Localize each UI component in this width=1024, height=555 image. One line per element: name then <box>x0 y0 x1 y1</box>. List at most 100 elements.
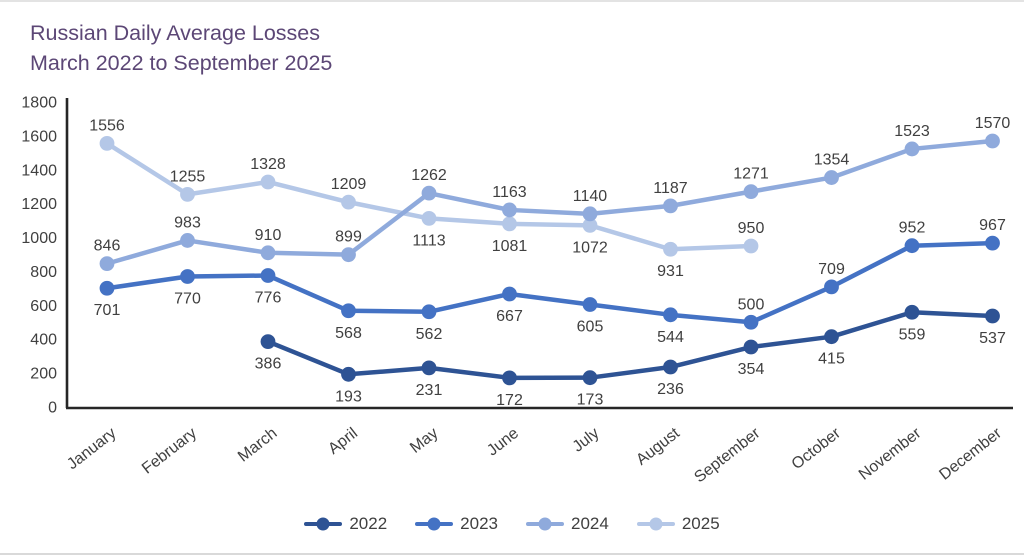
data-label-2023: 568 <box>335 325 362 342</box>
data-label-2024: 899 <box>335 229 362 246</box>
series-line-2023 <box>104 240 995 325</box>
legend-item-2024: 2024 <box>526 514 609 534</box>
y-tick-label: 600 <box>30 298 57 315</box>
series-point-2023 <box>824 279 839 295</box>
data-label-2025: 1081 <box>492 238 528 255</box>
x-tick-label-october: October <box>789 424 845 473</box>
data-label-2022: 386 <box>255 356 282 373</box>
data-label-2023: 709 <box>818 261 845 278</box>
series-point-2023 <box>582 297 598 312</box>
y-tick-label: 1200 <box>21 196 57 213</box>
legend-marker-2025-icon <box>636 517 675 531</box>
data-label-2025: 1209 <box>331 176 367 193</box>
series-point-2023 <box>341 303 356 319</box>
data-label-2022: 559 <box>899 326 926 343</box>
data-label-2023: 605 <box>577 318 604 335</box>
series-point-2024 <box>341 247 356 263</box>
series-point-2023 <box>663 307 678 323</box>
series-point-2023 <box>99 280 115 296</box>
series-point-2022 <box>824 329 839 345</box>
legend-label-2025: 2025 <box>681 514 720 533</box>
chart-title-block: Russian Daily Average Losses March 2022 … <box>30 18 332 78</box>
data-label-2023: 967 <box>979 217 1006 234</box>
data-label-2023: 952 <box>899 220 926 237</box>
data-label-2022: 231 <box>416 382 443 399</box>
series-point-2022 <box>582 370 598 386</box>
series-point-2024 <box>985 133 1000 149</box>
x-tick-label-november: November <box>856 424 925 483</box>
legend-label-2023: 2023 <box>460 514 498 533</box>
series-point-2025 <box>502 216 517 232</box>
data-label-2025: 1255 <box>170 168 206 185</box>
data-label-2023: 562 <box>416 326 443 343</box>
data-label-2023: 770 <box>174 291 201 308</box>
chart-subtitle: March 2022 to September 2025 <box>30 51 333 75</box>
series-point-2024 <box>663 198 678 214</box>
y-tick-label: 1600 <box>21 128 57 145</box>
data-label-2023: 544 <box>657 329 684 346</box>
x-tick-label-june: June <box>484 425 522 460</box>
y-tick-label: 1800 <box>21 95 57 112</box>
y-tick-label: 800 <box>30 264 57 281</box>
series-point-2024 <box>502 202 517 218</box>
series-point-2023 <box>904 238 920 254</box>
data-label-2022: 193 <box>335 388 362 405</box>
x-tick-label-april: April <box>325 425 361 458</box>
data-label-2025: 1328 <box>250 156 286 173</box>
data-label-2022: 537 <box>979 330 1006 347</box>
data-label-2023: 701 <box>94 302 121 319</box>
y-tick-label: 1400 <box>21 162 57 179</box>
series-point-2024 <box>421 185 437 201</box>
series-point-2022 <box>260 334 276 349</box>
data-label-2022: 354 <box>738 361 765 378</box>
series-point-2024 <box>582 206 598 222</box>
x-tick-label-december: December <box>936 424 1005 483</box>
series-point-2025 <box>99 135 115 151</box>
chart-title: Russian Daily Average Losses <box>30 21 321 45</box>
y-tick-label: 0 <box>48 400 57 417</box>
series-point-2022 <box>743 339 759 355</box>
series-point-2025 <box>260 174 276 190</box>
legend-label-2024: 2024 <box>571 514 609 533</box>
series-point-2024 <box>180 233 195 248</box>
series-point-2025 <box>180 186 195 202</box>
series-point-2023 <box>502 286 517 302</box>
y-tick-label: 200 <box>30 366 57 383</box>
series-point-2023 <box>743 314 759 330</box>
series-point-2024 <box>99 256 115 272</box>
x-tick-label-may: May <box>407 425 441 457</box>
legend-label-2022: 2022 <box>349 514 388 533</box>
data-label-2024: 1570 <box>975 115 1011 132</box>
data-label-2024: 1262 <box>411 167 447 184</box>
series-point-2024 <box>743 184 759 200</box>
series-point-2025 <box>582 217 598 233</box>
series-point-2024 <box>824 170 839 185</box>
x-tick-label-january: January <box>64 425 119 473</box>
series-line-2022 <box>265 310 995 381</box>
data-label-2024: 1163 <box>492 184 527 201</box>
series-point-2022 <box>502 370 517 386</box>
data-label-2024: 1523 <box>894 123 930 140</box>
series-point-2022 <box>985 308 1000 324</box>
legend-item-2025: 2025 <box>636 514 720 534</box>
x-tick-label-february: February <box>139 425 200 478</box>
series-point-2023 <box>985 235 1000 251</box>
series-point-2024 <box>904 141 920 157</box>
data-label-2022: 172 <box>496 392 523 409</box>
x-tick-label-march: March <box>235 425 280 466</box>
data-label-2023: 667 <box>496 308 523 325</box>
data-label-2025: 1072 <box>572 239 608 256</box>
data-label-2024: 1354 <box>814 152 850 169</box>
data-label-2025: 1556 <box>89 117 125 134</box>
legend-marker-2022-icon <box>304 517 343 531</box>
y-tick-label: 1000 <box>21 230 57 247</box>
series-point-2025 <box>341 194 356 210</box>
data-label-2024: 846 <box>94 238 121 255</box>
series-point-2023 <box>421 304 437 320</box>
series-point-2022 <box>904 304 920 320</box>
series-point-2022 <box>663 359 678 375</box>
legend-marker-2023-icon <box>415 517 454 531</box>
data-label-2024: 983 <box>174 214 201 231</box>
